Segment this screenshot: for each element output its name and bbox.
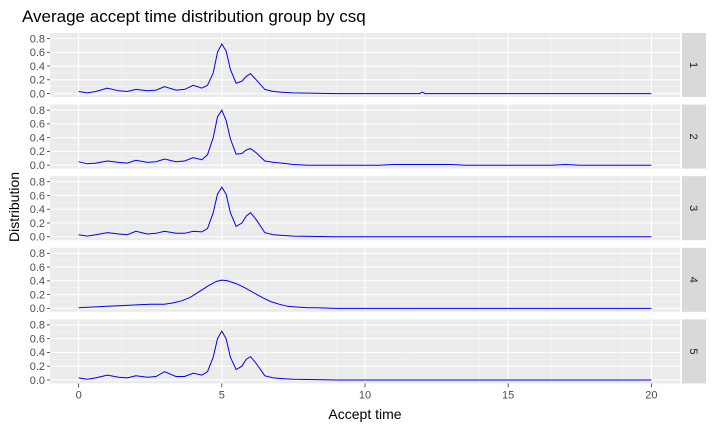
- y-tick-label: 0.4: [30, 132, 45, 144]
- density-line-4: [78, 279, 652, 309]
- x-tick-label: 10: [359, 389, 371, 401]
- y-tick-label: 0.6: [30, 119, 45, 131]
- y-tick-label: 0.8: [30, 248, 45, 260]
- x-tick-label: 20: [645, 389, 657, 401]
- facet-panel-2: 0.0 0.2 0.40.6 0.8 2: [30, 104, 706, 172]
- y-tick-label: 0.6: [30, 47, 45, 59]
- x-tick-label: 5: [219, 389, 225, 401]
- y-tick-label: 0.4: [30, 204, 45, 216]
- y-tick-label: 0.4: [30, 276, 45, 288]
- y-tick-label: 0.4: [30, 61, 45, 73]
- facet-panel-5: 0.0 0.2 0.4 0.60.8 5: [30, 319, 706, 387]
- x-tick-label: 15: [502, 389, 514, 401]
- y-axis-title: Distribution: [6, 172, 22, 242]
- y-tick-label: 0.0: [30, 303, 45, 315]
- x-axis: 0 5 10 15 20: [76, 383, 657, 401]
- density-line-2: [78, 109, 652, 166]
- y-tick-label: 0.6: [30, 262, 45, 274]
- y-tick-label: 0.2: [30, 146, 45, 158]
- y-tick-label: 0.8: [30, 320, 45, 332]
- y-tick-label: 0.4: [30, 347, 45, 359]
- strip-background: [682, 319, 706, 384]
- strip-background: [682, 104, 706, 169]
- y-tick-label: 0.0: [30, 88, 45, 100]
- y-tick-label: 0.2: [30, 361, 45, 373]
- strip-background: [682, 247, 706, 312]
- y-tick-label: 0.0: [30, 375, 45, 387]
- y-tick-label: 0.8: [30, 105, 45, 117]
- strip-label-2: 2: [687, 134, 699, 140]
- facet-panel-1: 0.00.2 0.4 0.6 0.8 1: [30, 33, 706, 100]
- y-tick-label: 0.0: [30, 160, 45, 172]
- y-tick-label: 0.0: [30, 232, 45, 244]
- y-tick-label: 0.2: [30, 75, 45, 87]
- y-tick-label: 0.6: [30, 333, 45, 345]
- strip-label-5: 5: [687, 348, 699, 354]
- density-line-5: [78, 330, 652, 381]
- y-tick-label: 0.2: [30, 218, 45, 230]
- strip-label-3: 3: [687, 205, 699, 211]
- y-tick-label: 0.6: [30, 190, 45, 202]
- facet-panel-4: 0.0 0.20.4 0.6 0.8 4: [30, 247, 706, 315]
- density-line-3: [78, 186, 652, 238]
- facet-panels: 0.00.20.40.60.810.00.20.40.60.820.00.20.…: [30, 33, 706, 387]
- strip-background: [682, 176, 706, 241]
- strip-label-4: 4: [687, 277, 699, 283]
- x-axis-title: Accept time: [328, 406, 401, 422]
- strip-background: [682, 33, 706, 97]
- y-tick-label: 0.2: [30, 289, 45, 301]
- y-tick-label: 0.8: [30, 177, 45, 189]
- chart-title: Average accept time distribution group b…: [22, 7, 366, 26]
- strip-label-1: 1: [687, 62, 699, 68]
- x-tick-label: 0: [76, 389, 82, 401]
- y-tick-label: 0.8: [30, 33, 45, 45]
- facet-panel-3: 0.0 0.2 0.4 0.60.8 3: [30, 176, 706, 244]
- density-line-1: [78, 42, 652, 95]
